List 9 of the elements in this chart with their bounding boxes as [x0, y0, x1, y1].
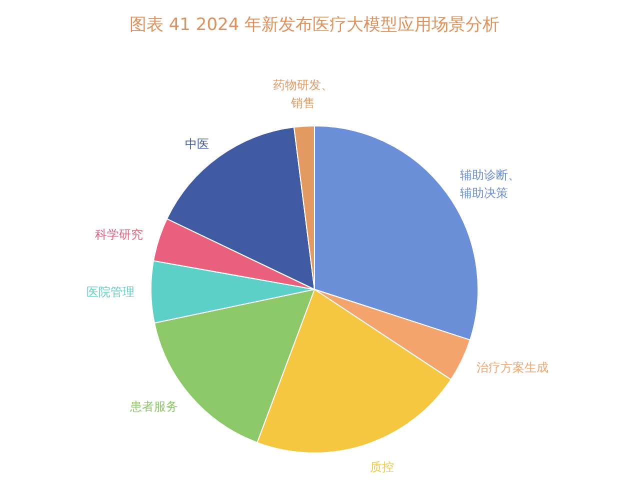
- slice-label: 辅助诊断、辅助决策: [460, 168, 520, 200]
- slice-label: 患者服务: [129, 399, 178, 414]
- slice-label: 科学研究: [95, 227, 144, 242]
- slice-label: 医院管理: [86, 285, 135, 300]
- slice-label: 中医: [185, 136, 210, 151]
- slice-label: 质控: [370, 460, 394, 474]
- slice-label: 治疗方案生成: [476, 360, 549, 374]
- slice-label: 药物研发、销售: [273, 78, 334, 110]
- chart-title: 图表 41 2024 年新发布医疗大模型应用场景分析: [129, 14, 500, 35]
